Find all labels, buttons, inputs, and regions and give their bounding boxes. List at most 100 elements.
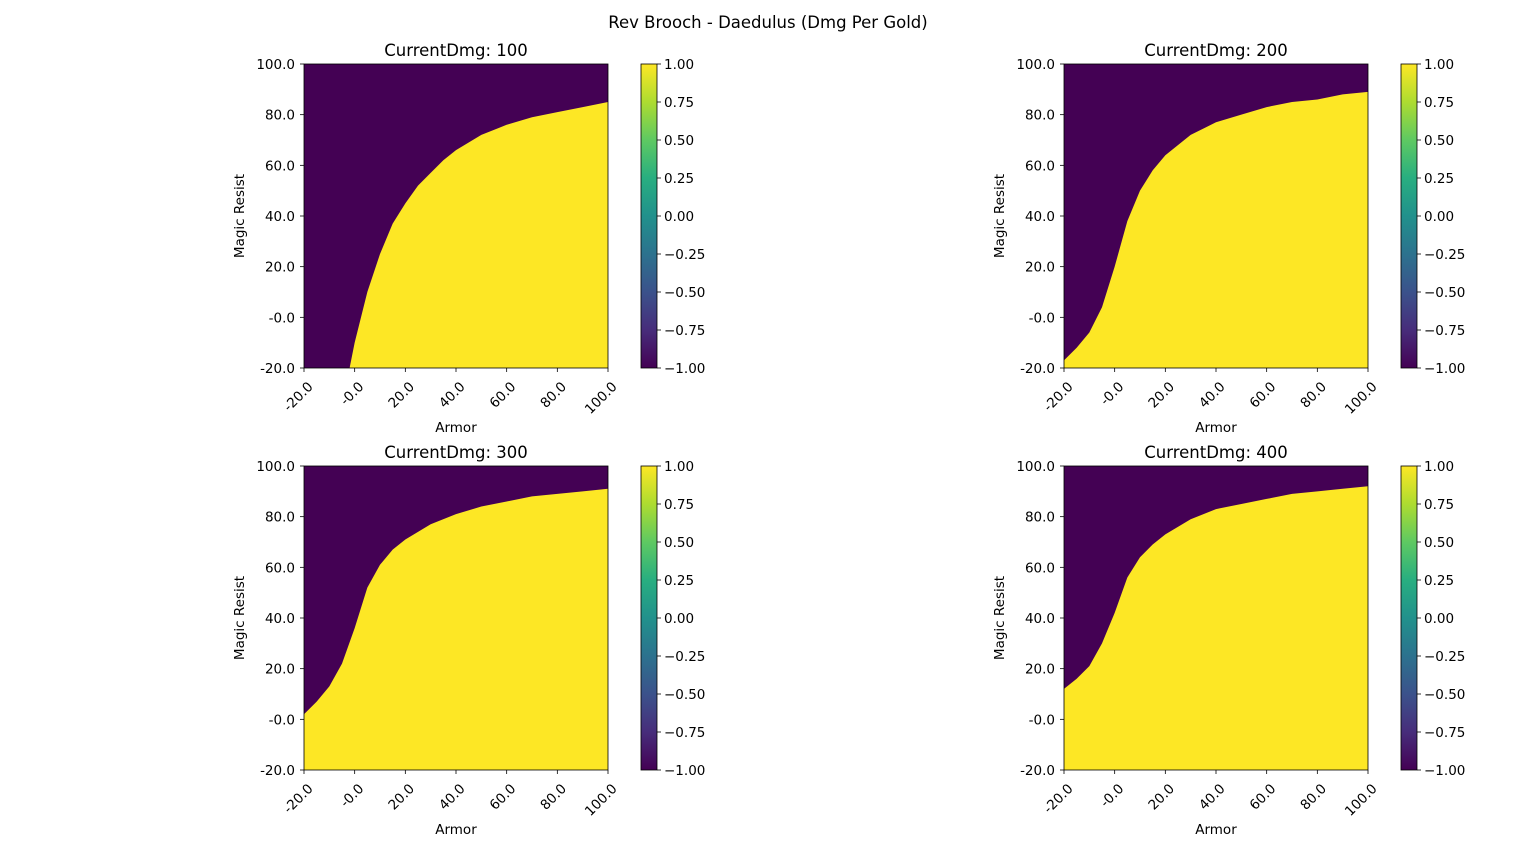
y-tick-label: -20.0 bbox=[260, 763, 295, 779]
y-tick-label: 100.0 bbox=[256, 57, 295, 73]
y-tick-label: 40.0 bbox=[265, 209, 295, 225]
x-tick-label: 80.0 bbox=[1297, 379, 1330, 412]
colorbar-tick: 0.50 bbox=[657, 133, 694, 149]
y-tick: 60.0 bbox=[265, 158, 304, 174]
y-tick: 60.0 bbox=[1025, 158, 1064, 174]
colorbar-tick-label: 0.25 bbox=[664, 171, 694, 187]
colorbar-tick-label: 0.75 bbox=[1424, 497, 1454, 513]
x-axis-label: Armor bbox=[1195, 822, 1237, 838]
x-tick: 20.0 bbox=[385, 770, 418, 814]
x-tick: 40.0 bbox=[436, 368, 469, 412]
y-axis-label: Magic Resist bbox=[992, 174, 1008, 258]
colorbar-tick: 0.75 bbox=[657, 497, 694, 513]
colorbar-tick: 0.25 bbox=[657, 573, 694, 589]
colorbar-tick-label: 1.00 bbox=[1424, 459, 1454, 475]
y-tick: -0.0 bbox=[269, 310, 304, 326]
colorbar-tick: −1.00 bbox=[657, 361, 705, 377]
y-tick: 100.0 bbox=[256, 57, 304, 73]
y-tick-label: 80.0 bbox=[265, 108, 295, 124]
y-tick: 100.0 bbox=[256, 459, 304, 475]
colorbar-tick-label: 0.50 bbox=[1424, 133, 1454, 149]
colorbar-tick: −0.75 bbox=[1417, 323, 1465, 339]
colorbar bbox=[641, 466, 657, 770]
colorbar-tick-label: −1.00 bbox=[1424, 763, 1465, 779]
colorbar-tick-label: −0.75 bbox=[664, 323, 705, 339]
y-tick-label: 60.0 bbox=[1025, 560, 1055, 576]
y-tick-label: -20.0 bbox=[1020, 361, 1055, 377]
y-tick: -20.0 bbox=[260, 361, 304, 377]
y-tick-label: 60.0 bbox=[265, 560, 295, 576]
x-axis-label: Armor bbox=[435, 822, 477, 838]
x-tick: 100.0 bbox=[1342, 368, 1381, 418]
y-tick-label: -20.0 bbox=[1020, 763, 1055, 779]
y-tick-label: 60.0 bbox=[1025, 158, 1055, 174]
colorbar-tick: 1.00 bbox=[1417, 57, 1454, 73]
y-tick-label: -0.0 bbox=[1029, 310, 1055, 326]
colorbar-tick: 0.75 bbox=[1417, 497, 1454, 513]
region-positive bbox=[349, 102, 608, 368]
y-tick-label: -0.0 bbox=[269, 712, 295, 728]
colorbar-tick: 1.00 bbox=[657, 57, 694, 73]
y-axis-label: Magic Resist bbox=[232, 576, 248, 660]
x-tick-label: 80.0 bbox=[537, 379, 570, 412]
colorbar-tick-label: 0.25 bbox=[664, 573, 694, 589]
y-axis-label: Magic Resist bbox=[992, 576, 1008, 660]
colorbar-tick-label: −0.25 bbox=[1424, 649, 1465, 665]
y-tick: -20.0 bbox=[260, 763, 304, 779]
colorbar-tick-label: 1.00 bbox=[664, 459, 694, 475]
y-tick: 100.0 bbox=[1016, 57, 1064, 73]
region-positive bbox=[1064, 486, 1368, 770]
x-tick: 40.0 bbox=[1196, 368, 1229, 412]
colorbar-tick-label: −0.75 bbox=[664, 725, 705, 741]
colorbar-tick: 0.00 bbox=[1417, 209, 1454, 225]
x-tick-label: 20.0 bbox=[1145, 379, 1178, 412]
x-axis-label: Armor bbox=[1195, 420, 1237, 436]
x-tick: 60.0 bbox=[487, 368, 519, 412]
y-tick: 80.0 bbox=[265, 510, 304, 526]
x-tick: 60.0 bbox=[487, 770, 520, 814]
colorbar-tick: 0.00 bbox=[657, 611, 694, 627]
x-tick-label: -20.0 bbox=[281, 379, 317, 415]
x-tick-label: 20.0 bbox=[385, 379, 418, 412]
y-tick: 100.0 bbox=[1016, 459, 1064, 475]
y-tick-label: 20.0 bbox=[265, 662, 295, 678]
x-tick: 100.0 bbox=[582, 770, 621, 820]
colorbar bbox=[1401, 466, 1417, 770]
y-tick-label: 40.0 bbox=[265, 611, 295, 627]
y-tick-label: 100.0 bbox=[1016, 57, 1055, 73]
x-tick-label: 60.0 bbox=[487, 781, 520, 814]
y-tick-label: 20.0 bbox=[1025, 260, 1055, 276]
y-tick: 80.0 bbox=[265, 108, 304, 124]
colorbar-tick: −0.75 bbox=[1417, 725, 1465, 741]
colorbar-tick: −0.25 bbox=[657, 247, 705, 263]
colorbar-tick-label: −1.00 bbox=[1424, 361, 1465, 377]
y-tick-label: 80.0 bbox=[1025, 108, 1055, 124]
x-tick-label: 20.0 bbox=[1145, 781, 1178, 814]
y-tick: 40.0 bbox=[1025, 209, 1064, 225]
x-tick: 20.0 bbox=[385, 368, 418, 412]
x-tick-label: 40.0 bbox=[436, 781, 469, 814]
colorbar-tick: 0.50 bbox=[1417, 133, 1454, 149]
y-tick: 60.0 bbox=[1025, 560, 1064, 576]
y-tick: 80.0 bbox=[1025, 510, 1064, 526]
subplot-1: -20.0 -0.0 20.0 40.0 60.0 80.0 100.0 -20.0 -0.0 2… bbox=[232, 41, 705, 436]
colorbar-tick: −0.50 bbox=[657, 687, 705, 703]
y-tick-label: 80.0 bbox=[265, 510, 295, 526]
x-tick-label: -0.0 bbox=[1097, 781, 1127, 811]
x-tick: -0.0 bbox=[337, 770, 367, 811]
figure-title: Rev Brooch - Daedulus (Dmg Per Gold) bbox=[608, 13, 928, 32]
x-tick: -0.0 bbox=[1097, 770, 1127, 811]
x-tick-label: 60.0 bbox=[1247, 781, 1280, 814]
y-tick: -20.0 bbox=[1020, 361, 1064, 377]
y-tick-label: 80.0 bbox=[1025, 510, 1055, 526]
x-tick-label: -20.0 bbox=[1041, 379, 1077, 415]
x-tick-label: -0.0 bbox=[337, 379, 367, 409]
x-tick: 40.0 bbox=[1196, 770, 1229, 814]
y-tick: -20.0 bbox=[1020, 763, 1064, 779]
x-axis-label: Armor bbox=[435, 420, 477, 436]
colorbar-tick: 0.50 bbox=[1417, 535, 1454, 551]
colorbar-tick: −1.00 bbox=[1417, 361, 1465, 377]
colorbar-tick-label: −1.00 bbox=[664, 361, 705, 377]
